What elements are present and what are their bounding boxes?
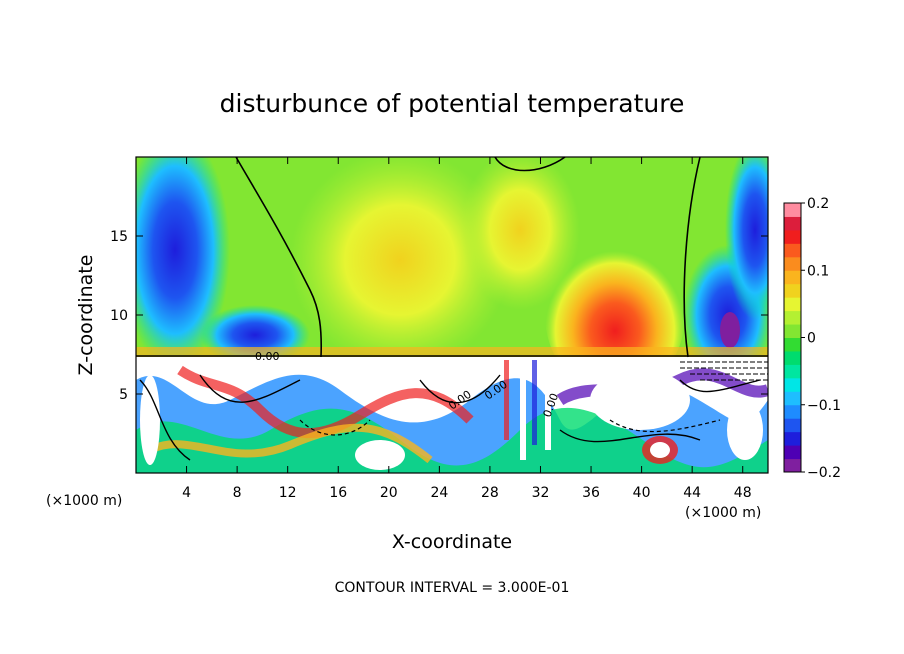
- colorbar-swatch: [784, 324, 801, 338]
- x-tick-label: 24: [430, 485, 448, 501]
- contour-label: 0.00: [255, 350, 280, 363]
- x-unit-label-right: (×1000 m): [685, 505, 761, 521]
- heatmap-field: 0.00 0.00 0.00 0.00: [136, 156, 768, 473]
- y-tick-label: 10: [110, 308, 128, 324]
- colorbar-swatch: [784, 297, 801, 312]
- y-axis-label: Z-coordinate: [75, 255, 97, 376]
- colorbar-swatch: [784, 404, 801, 419]
- y-tick-label: 5: [119, 387, 128, 403]
- contour-interval-note: CONTOUR INTERVAL = 3.000E-01: [335, 580, 570, 596]
- colorbar-swatch: [784, 350, 801, 365]
- colorbar-swatch: [784, 391, 801, 406]
- colorbar: −0.2 −0.1 0 0.1 0.2: [783, 196, 841, 481]
- colorbar-swatch: [784, 310, 801, 325]
- colorbar-tick-label: 0: [807, 331, 816, 347]
- colorbar-swatch: [784, 445, 801, 460]
- colorbar-swatch: [784, 418, 801, 433]
- colorbar-swatch: [784, 243, 801, 258]
- colorbar-tick-label: −0.1: [807, 398, 841, 414]
- colorbar-swatch: [784, 283, 801, 298]
- colorbar-swatch: [784, 431, 801, 446]
- chart-title: disturbunce of potential temperature: [220, 89, 685, 118]
- x-tick-label: 48: [734, 485, 752, 501]
- colorbar-swatch: [784, 270, 801, 285]
- x-axis: 4 8 12 16 20 24 28 32 36 40 44 48: [182, 157, 752, 501]
- colorbar-swatch: [784, 256, 801, 271]
- x-axis-label: X-coordinate: [392, 531, 512, 553]
- colorbar-tick-label: 0.1: [807, 263, 829, 279]
- x-tick-label: 36: [582, 485, 600, 501]
- x-tick-label: 16: [329, 485, 347, 501]
- x-tick-label: 44: [683, 485, 701, 501]
- x-tick-label: 20: [380, 485, 398, 501]
- y-axis: 5 10 15: [110, 229, 768, 403]
- y-tick-label: 15: [110, 229, 128, 245]
- x-tick-label: 28: [481, 485, 499, 501]
- x-unit-label-left: (×1000 m): [46, 493, 122, 509]
- x-tick-label: 32: [532, 485, 550, 501]
- colorbar-tick-label: 0.2: [807, 196, 829, 212]
- colorbar-swatch: [784, 203, 801, 217]
- x-tick-label: 8: [233, 485, 242, 501]
- colorbar-swatch: [784, 458, 801, 473]
- x-tick-label: 4: [182, 485, 191, 501]
- colorbar-tick-label: −0.2: [807, 465, 841, 481]
- colorbar-swatch: [784, 337, 801, 352]
- x-tick-label: 12: [279, 485, 297, 501]
- colorbar-swatch: [784, 216, 801, 231]
- colorbar-swatch: [784, 364, 801, 379]
- x-tick-label: 40: [633, 485, 651, 501]
- colorbar-swatch: [784, 229, 801, 244]
- colorbar-swatch: [784, 377, 801, 392]
